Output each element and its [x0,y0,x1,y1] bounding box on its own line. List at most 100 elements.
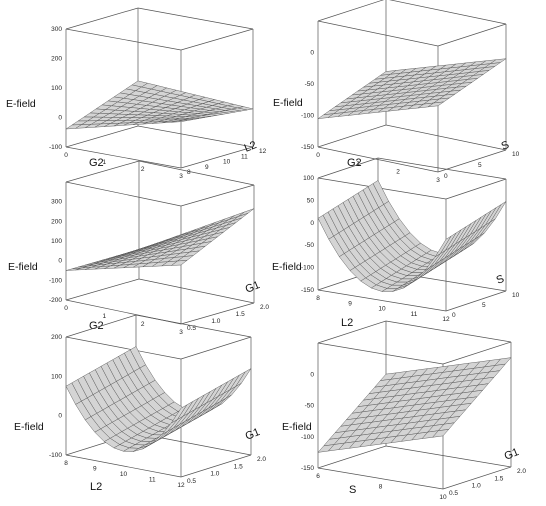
box-edge [385,445,512,468]
z-tick-label: 200 [51,56,62,63]
surface-cell [432,429,450,438]
x-tick-label: 0 [64,152,68,159]
surface [65,346,252,452]
z-tick-label: 100 [51,85,62,92]
z-tick-label: -100 [49,144,62,151]
y-tick-label: 0 [444,173,448,180]
box-edge [135,314,252,338]
chart-panel-3: 3002001000-100-20001230.51.01.52.0E-fiel… [8,160,269,336]
box-edge [317,20,439,47]
y-tick-label: 5 [478,162,482,169]
z-tick-label: -50 [305,242,315,249]
x-tick-label: 11 [411,311,418,318]
z-tick-label: 100 [303,175,314,182]
z-tick-label: -100 [301,113,314,120]
z-tick-label: -150 [301,287,314,294]
z-tick-label: -200 [49,297,62,304]
z-tick-label: 0 [58,413,62,420]
x-tick-label: 12 [177,482,185,489]
y-axis-label: G1 [244,426,262,443]
box-edge [138,278,255,304]
box-edge [445,290,507,312]
z-tick-label: 50 [307,197,315,204]
box-edge [385,124,507,151]
x-tick-label: 1 [356,160,360,167]
surface [65,208,255,271]
y-tick-label: 10 [512,292,520,299]
box-edge [377,157,507,180]
x-axis-label: G2 [89,320,104,332]
box-edge [180,184,255,207]
surface [317,180,507,292]
x-axis-label: G2 [347,157,362,169]
surface [317,357,512,453]
box-edge [65,454,182,478]
x-axis-label: L2 [341,317,353,329]
z-tick-label: -150 [301,465,314,472]
box-edge [317,0,385,22]
surface-cell [171,120,188,123]
y-tick-label: 2.0 [260,304,269,311]
box-edge [65,181,182,207]
x-tick-label: 10 [439,494,447,501]
x-tick-label: 0 [64,305,68,312]
y-tick-label: 10 [512,151,520,158]
box-edge [437,23,507,47]
x-axis-label: G2 [89,157,104,169]
z-tick-label: 200 [51,334,62,341]
surface [65,80,254,130]
z-tick-label: -100 [49,277,62,284]
surface-cell [171,404,187,424]
z-tick-label: -50 [305,403,315,410]
z-tick-label: 200 [51,218,62,225]
y-tick-label: 11 [241,153,248,160]
z-tick-label: -50 [305,81,315,88]
z-tick-label: 100 [51,238,62,245]
box-edge [65,160,140,183]
y-axis-label: G1 [244,279,262,296]
surface-cell [435,236,452,257]
z-tick-label: 300 [51,26,62,33]
box-edge [65,314,137,338]
z-tick-label: -150 [301,144,314,151]
x-tick-label: 6 [316,473,320,480]
box-edge [317,289,447,312]
box-edge [317,445,387,469]
x-tick-label: 11 [149,477,156,484]
y-tick-label: 0.5 [187,325,196,332]
box-edge [389,0,507,25]
box-edge [180,454,252,478]
y-tick-label: 9 [205,164,209,171]
x-tick-label: 1 [103,313,107,320]
x-tick-label: 12 [442,316,450,323]
x-axis-label: S [349,484,356,496]
box-edge [445,178,507,200]
x-tick-label: 10 [120,471,128,478]
z-axis-label: E-field [8,261,38,273]
z-tick-label: 300 [51,199,62,206]
y-tick-label: 10 [223,159,231,166]
z-tick-label: 0 [310,220,314,227]
box-edge [180,302,255,325]
x-tick-label: 8 [379,484,383,491]
box-edge [65,278,140,301]
x-tick-label: 3 [179,329,183,336]
y-axis-label: G1 [503,446,521,463]
x-tick-label: 10 [378,306,386,313]
box-edge [442,466,512,490]
y-tick-label: 1.0 [211,318,220,325]
box-edge [65,146,182,169]
z-tick-label: -100 [301,265,314,272]
box-edge [317,342,444,365]
box-edge [317,467,444,490]
x-tick-label: 2 [396,169,400,176]
surface [317,58,507,119]
x-tick-label: 1 [103,159,107,166]
z-tick-label: 0 [310,371,314,378]
y-tick-label: 5 [482,302,486,309]
y-tick-label: 0.5 [449,490,458,497]
